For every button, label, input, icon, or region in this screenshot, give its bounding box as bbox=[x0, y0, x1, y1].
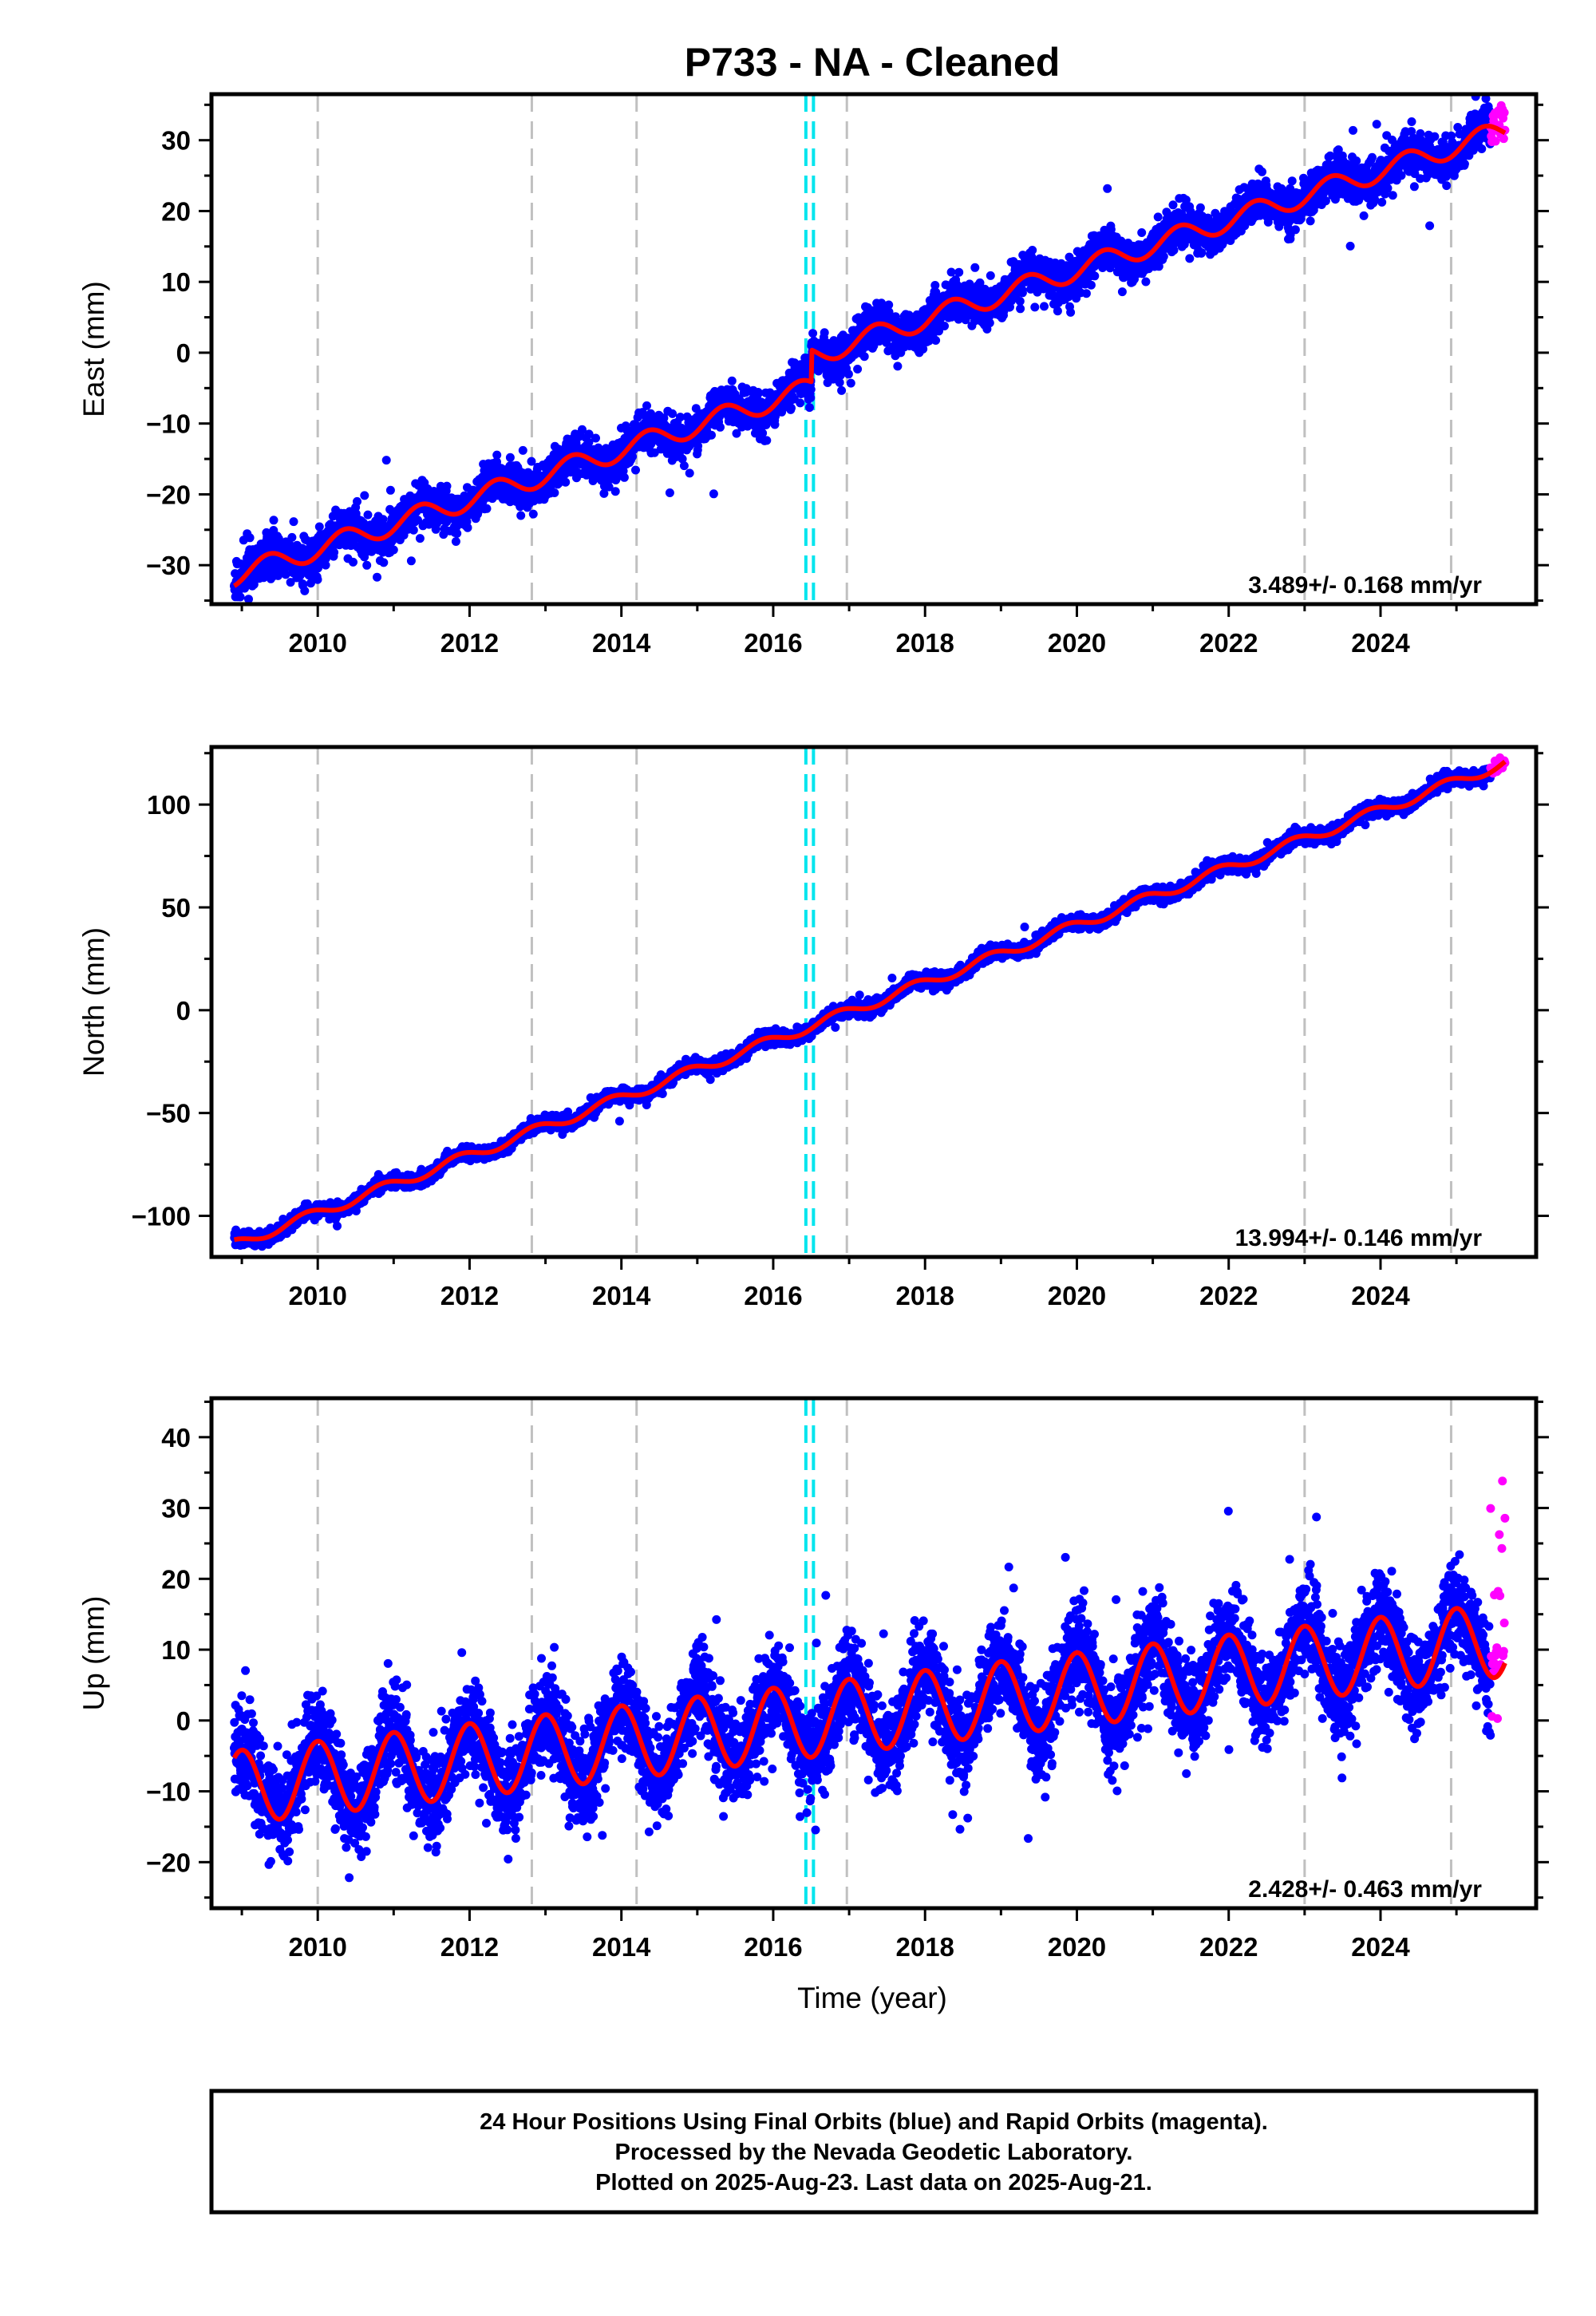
y-tick-label: −30 bbox=[146, 551, 191, 580]
rapid-orbit-point bbox=[1493, 1714, 1502, 1723]
plot-area bbox=[230, 92, 1509, 614]
rapid-orbit-point bbox=[1486, 1504, 1495, 1513]
x-tick-label-2020: 2020 bbox=[1048, 1932, 1106, 1962]
x-tick-label-2014: 2014 bbox=[592, 1932, 651, 1962]
y-tick-label: 30 bbox=[161, 1494, 191, 1524]
rapid-orbit-point bbox=[1491, 136, 1500, 145]
y-tick-label: −20 bbox=[146, 1848, 191, 1877]
x-tick-label-2022: 2022 bbox=[1199, 1932, 1258, 1962]
x-tick-label-2016: 2016 bbox=[744, 1281, 802, 1310]
x-tick-label-2012: 2012 bbox=[440, 1281, 499, 1310]
x-tick-label-2022: 2022 bbox=[1199, 628, 1258, 658]
y-tick-label: 10 bbox=[161, 1635, 191, 1665]
x-tick-label-2014: 2014 bbox=[592, 1281, 651, 1310]
footer-box: 24 Hour Positions Using Final Orbits (bl… bbox=[211, 2091, 1536, 2212]
plot-area bbox=[230, 747, 1509, 1257]
x-tick-label-2012: 2012 bbox=[440, 1932, 499, 1962]
y-tick-label: 0 bbox=[176, 338, 191, 368]
footer-line-2: Processed by the Nevada Geodetic Laborat… bbox=[615, 2140, 1133, 2165]
rapid-orbit-point bbox=[1495, 1530, 1503, 1539]
x-tick-label-2018: 2018 bbox=[896, 1281, 954, 1310]
x-tick-label-2022: 2022 bbox=[1199, 1281, 1258, 1310]
rapid-orbit-point bbox=[1495, 1591, 1504, 1600]
figure-title: P733 - NA - Cleaned bbox=[685, 40, 1061, 85]
x-tick-label-2012: 2012 bbox=[440, 628, 499, 658]
rapid-orbit-point bbox=[1500, 1514, 1509, 1523]
y-tick-label: 10 bbox=[161, 267, 191, 297]
up-panel: 2010 2012 2014 2016 2018 2020 2022 2024 −20 −10 0 1… bbox=[77, 1398, 1549, 1962]
east-panel: 2010 2012 2014 2016 2018 2020 2022 2024−30−20−1… bbox=[77, 92, 1549, 658]
footer-line-1: 24 Hour Positions Using Final Orbits (bl… bbox=[480, 2109, 1268, 2135]
y-tick-label: 100 bbox=[147, 790, 191, 820]
y-tick-label: −100 bbox=[132, 1201, 191, 1231]
rapid-orbit-point bbox=[1498, 1476, 1507, 1485]
y-axis-label: North (mm) bbox=[77, 927, 110, 1077]
y-tick-label: −20 bbox=[146, 480, 191, 509]
y-tick-label: 20 bbox=[161, 1564, 191, 1594]
y-axis-label: East (mm) bbox=[77, 281, 110, 417]
y-tick-label: 40 bbox=[161, 1423, 191, 1452]
x-tick-label-2014: 2014 bbox=[592, 628, 651, 658]
x-tick-label-2018: 2018 bbox=[896, 1932, 954, 1962]
x-tick-label-2016: 2016 bbox=[744, 1932, 802, 1962]
velocity-label: 2.428+/- 0.463 mm/yr bbox=[1248, 1876, 1482, 1903]
velocity-label: 3.489+/- 0.168 mm/yr bbox=[1248, 572, 1482, 599]
x-tick-label-2024: 2024 bbox=[1351, 628, 1410, 658]
x-tick-label-2020: 2020 bbox=[1048, 1281, 1106, 1310]
y-tick-label: 20 bbox=[161, 196, 191, 226]
y-tick-label: 0 bbox=[176, 1706, 191, 1736]
x-tick-label-2010: 2010 bbox=[288, 1281, 346, 1310]
x-tick-label-2020: 2020 bbox=[1048, 628, 1106, 658]
y-axis-label: Up (mm) bbox=[77, 1596, 110, 1711]
velocity-label: 13.994+/- 0.146 mm/yr bbox=[1235, 1225, 1483, 1251]
y-tick-label: −10 bbox=[146, 409, 191, 439]
y-tick-label: −10 bbox=[146, 1777, 191, 1807]
y-tick-label: −50 bbox=[146, 1099, 191, 1128]
x-tick-label-2024: 2024 bbox=[1351, 1932, 1410, 1962]
rapid-orbit-point bbox=[1499, 134, 1508, 143]
x-tick-label-2010: 2010 bbox=[288, 628, 346, 658]
y-tick-label: 50 bbox=[161, 893, 191, 923]
plot-area bbox=[230, 1398, 1509, 1932]
footer-line-3: Plotted on 2025-Aug-23. Last data on 202… bbox=[595, 2170, 1152, 2195]
rapid-orbit-point bbox=[1499, 1647, 1508, 1656]
x-tick-label-2010: 2010 bbox=[288, 1932, 346, 1962]
rapid-orbit-point bbox=[1500, 1618, 1509, 1627]
rapid-orbit-point bbox=[1500, 109, 1509, 117]
x-axis-label: Time (year) bbox=[797, 1982, 947, 2014]
north-panel: 2010 2012 2014 2016 2018 2020 2022 2024 −100 −50 0… bbox=[77, 747, 1549, 1310]
y-tick-label: 30 bbox=[161, 126, 191, 156]
x-tick-label-2016: 2016 bbox=[744, 628, 802, 658]
x-tick-label-2024: 2024 bbox=[1351, 1281, 1410, 1310]
rapid-orbit-point bbox=[1497, 1544, 1506, 1553]
x-tick-label-2018: 2018 bbox=[896, 628, 954, 658]
y-tick-label: 0 bbox=[176, 996, 191, 1026]
